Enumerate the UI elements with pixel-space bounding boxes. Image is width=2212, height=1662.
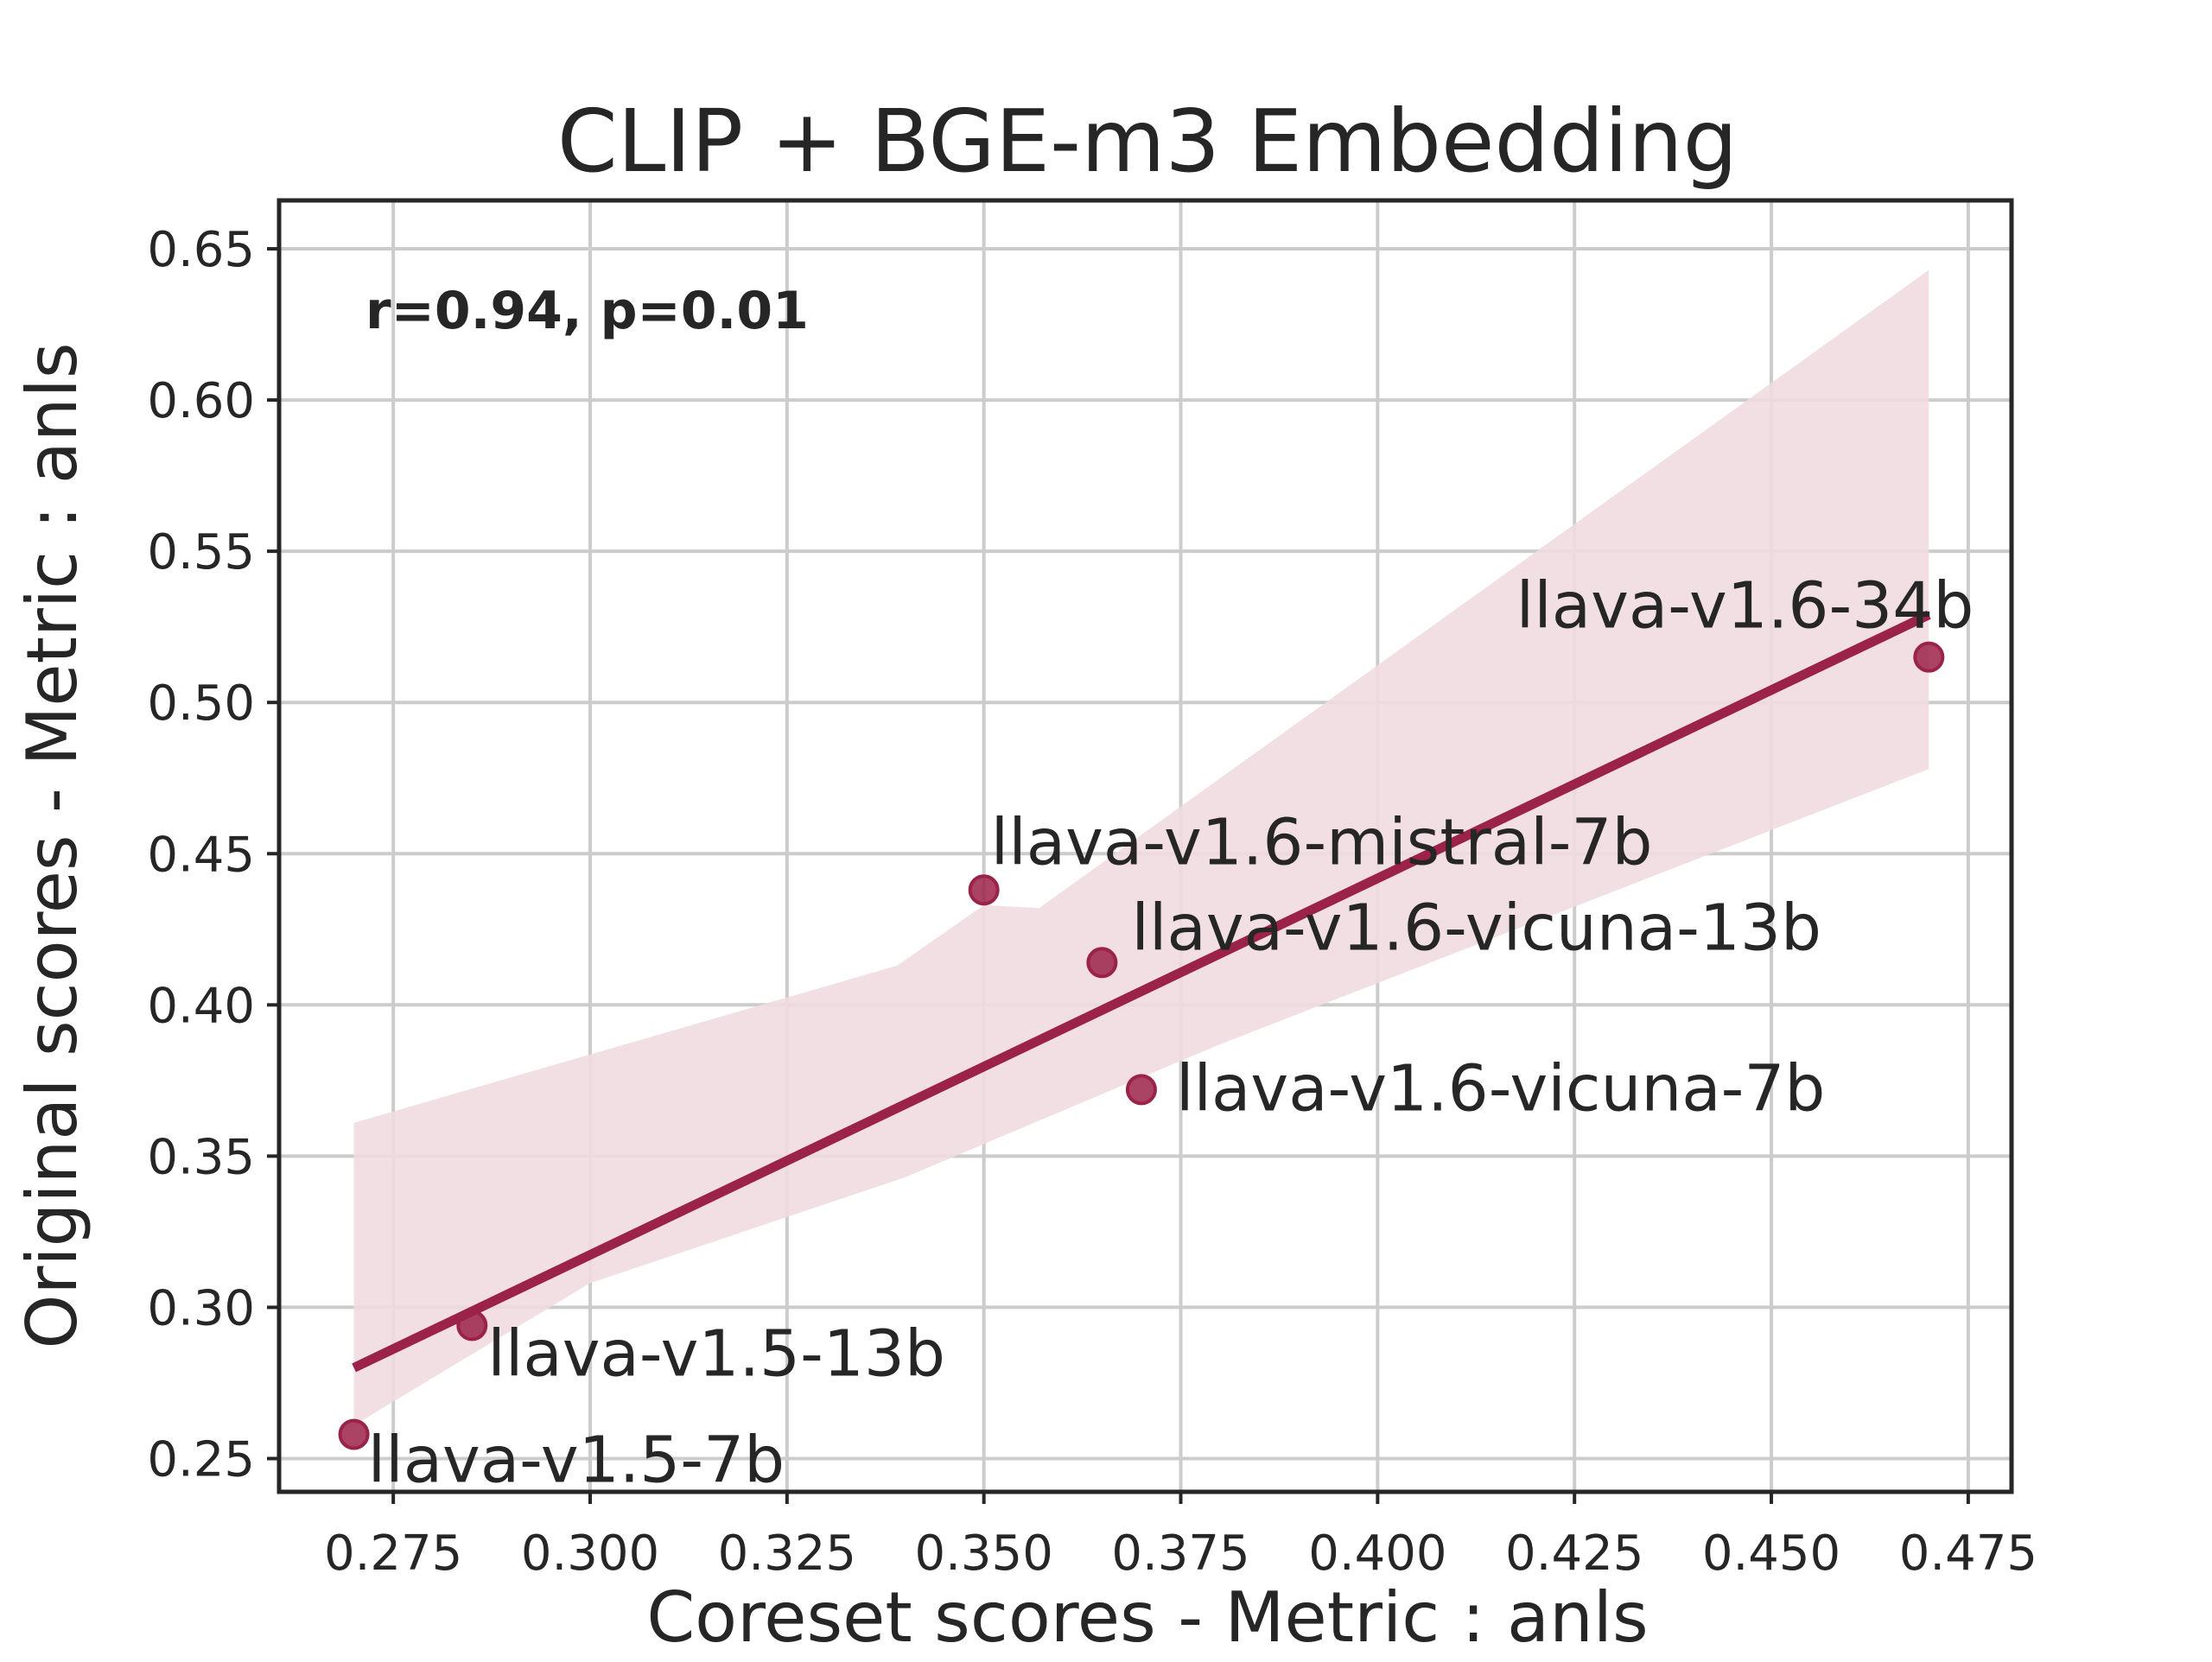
point-label: llava-v1.5-7b xyxy=(368,1423,785,1497)
y-tick-label: 0.60 xyxy=(147,373,255,429)
y-tick-label: 0.65 xyxy=(147,222,255,278)
y-axis-label: Original scores - Metric : anls xyxy=(12,343,92,1349)
x-tick-label: 0.325 xyxy=(718,1526,856,1582)
y-tick-label: 0.35 xyxy=(147,1129,255,1185)
y-tick-label: 0.55 xyxy=(147,524,255,580)
data-point xyxy=(1125,1074,1157,1106)
x-tick-label: 0.475 xyxy=(1899,1526,2037,1582)
point-label: llava-v1.6-vicuna-13b xyxy=(1131,891,1821,965)
regression-line xyxy=(352,610,1931,1373)
y-tick-label: 0.45 xyxy=(147,827,255,883)
y-tick-label: 0.50 xyxy=(147,676,255,732)
y-axis-ticks: 0.25 0.30 0.35 0.40 0.45 0.50 0.55 0.60 0.65 xyxy=(147,222,279,1488)
x-tick-label: 0.425 xyxy=(1505,1526,1643,1582)
x-tick-label: 0.450 xyxy=(1702,1526,1840,1582)
regression-line-layer xyxy=(352,610,1931,1373)
data-point xyxy=(338,1418,370,1450)
data-point xyxy=(968,874,1000,906)
confidence-band xyxy=(353,270,1929,1425)
confidence-band-layer xyxy=(353,270,1929,1425)
x-tick-label: 0.350 xyxy=(915,1526,1053,1582)
point-label: llava-v1.6-mistral-7b xyxy=(991,805,1653,879)
y-tick-label: 0.25 xyxy=(147,1431,255,1488)
point-label: llava-v1.5-13b xyxy=(487,1316,945,1391)
x-tick-label: 0.375 xyxy=(1111,1526,1249,1582)
x-tick-label: 0.300 xyxy=(521,1526,659,1582)
y-tick-label: 0.30 xyxy=(147,1280,255,1336)
plot-frame xyxy=(276,198,2014,1494)
x-tick-label: 0.400 xyxy=(1308,1526,1446,1582)
x-axis-ticks: 0.275 0.300 0.325 0.350 0.375 0.400 0.425 0.450… xyxy=(324,1492,2037,1582)
data-point xyxy=(1913,641,1945,673)
data-points xyxy=(338,641,1945,1450)
chart-title: CLIP + BGE-m3 Embedding xyxy=(557,91,1738,192)
data-point xyxy=(456,1310,488,1342)
point-labels: llava-v1.5-7b llava-v1.5-13b llava-v1.6-mi… xyxy=(368,569,1974,1498)
point-label: llava-v1.6-vicuna-7b xyxy=(1176,1051,1825,1126)
correlation-annotation: r=0.94, p=0.01 xyxy=(365,281,809,341)
x-tick-label: 0.275 xyxy=(324,1526,462,1582)
data-point xyxy=(1086,947,1118,979)
x-axis-label: Coreset scores - Metric : anls xyxy=(646,1577,1648,1658)
point-label: llava-v1.6-34b xyxy=(1516,569,1974,644)
y-tick-label: 0.40 xyxy=(147,978,255,1034)
